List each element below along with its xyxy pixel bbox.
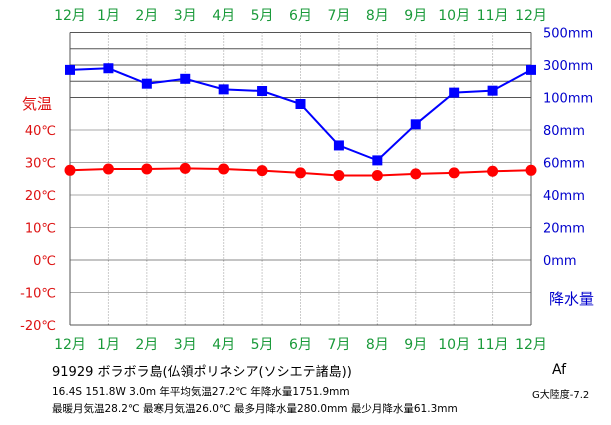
precipitation-point-2 [141,78,152,89]
month-label-bottom-11: 11月 [477,337,509,353]
month-label-top-10: 10月 [438,8,470,24]
temperature-point-6 [295,167,306,179]
month-label-top-5: 5月 [251,8,274,24]
climate-class: Af [552,362,567,378]
month-label-top-7: 7月 [327,8,350,24]
temperature-point-2 [141,163,153,175]
temperature-tick-5: -10℃ [20,287,56,302]
precipitation-point-3 [180,73,191,84]
month-label-bottom-4: 4月 [212,337,235,353]
precipitation-point-4 [218,84,229,95]
month-label-top-2: 2月 [135,8,158,24]
temperature-series [64,162,537,181]
month-label-bottom-3: 3月 [174,337,197,353]
precipitation-tick-0: 500mm [543,27,593,42]
temperature-point-11 [487,165,499,177]
temperature-tick-6: -20℃ [20,319,56,334]
month-label-bottom-5: 5月 [251,337,274,353]
month-label-bottom-6: 6月 [289,337,312,353]
grid [69,32,532,326]
precipitation-axis-label: 降水量 [549,290,594,308]
precipitation-tick-2: 100mm [543,92,593,107]
precipitation-point-8 [372,155,383,166]
temperature-axis-label: 気温 [22,95,52,113]
month-label-bottom-7: 7月 [327,337,350,353]
precipitation-point-12 [526,64,536,75]
precipitation-tick-5: 40mm [543,189,585,204]
month-label-top-9: 9月 [404,8,427,24]
precipitation-point-7 [333,140,344,151]
temperature-tick-4: 0℃ [33,254,56,269]
precipitation-series [65,63,536,166]
temperature-point-4 [218,163,230,175]
month-label-top-0: 12月 [54,8,86,24]
month-label-top-12: 12月 [515,8,547,24]
top-month-labels: 12月 1月 2月 3月 4月 5月 6月 7月 8月 9月 10月 11月 12月 [54,8,547,24]
precipitation-tick-7: 0mm [543,254,577,269]
temperature-point-9 [410,168,422,180]
bottom-month-labels: 12月 1月 2月 3月 4月 5月 6月 7月 8月 9月 10月 11月 12月 [54,337,547,353]
temperature-point-10 [448,167,460,179]
precipitation-point-10 [449,87,460,98]
station-name: 91929 ボラボラ島(仏領ポリネシア(ソシエテ諸島)) [52,365,352,380]
month-label-top-4: 4月 [212,8,235,24]
month-label-bottom-2: 2月 [135,337,158,353]
temperature-point-0 [64,164,76,176]
temperature-tick-2: 20℃ [25,189,56,204]
temperature-point-8 [371,170,383,181]
temperature-tick-labels: 40℃ 30℃ 20℃ 10℃ 0℃ -10℃ -20℃ [20,124,56,334]
month-label-bottom-12: 12月 [515,337,547,353]
month-label-bottom-10: 10月 [438,337,470,353]
month-label-bottom-0: 12月 [54,337,86,353]
precipitation-point-6 [295,99,306,109]
temperature-point-7 [333,170,345,181]
temperature-point-5 [256,165,268,177]
precipitation-tick-3: 80mm [543,124,585,139]
station-summary: 16.4S 151.8W 3.0m 年平均気温27.2℃ 年降水量1751.9m… [52,386,350,398]
month-label-top-1: 1月 [97,8,120,24]
precipitation-tick-labels: 500mm 300mm 100mm 80mm 60mm 40mm 20mm 0mm [543,27,593,270]
temperature-tick-3: 10℃ [25,222,56,237]
temperature-point-12 [525,164,537,176]
month-label-top-6: 6月 [289,8,312,24]
month-label-top-3: 3月 [174,8,197,24]
temperature-point-3 [179,162,191,174]
month-label-bottom-9: 9月 [404,337,427,353]
temperature-point-1 [102,163,114,175]
precipitation-point-5 [257,86,268,96]
precipitation-point-11 [487,85,498,96]
precipitation-point-1 [103,63,114,74]
month-label-top-8: 8月 [366,8,389,24]
precipitation-tick-1: 300mm [543,59,593,74]
precipitation-point-0 [65,64,75,75]
temperature-tick-0: 40℃ [25,124,56,139]
precipitation-point-9 [410,119,421,130]
month-label-bottom-1: 1月 [97,337,120,353]
temperature-tick-1: 30℃ [25,157,56,172]
precipitation-tick-4: 60mm [543,157,585,172]
precipitation-tick-6: 20mm [543,222,585,237]
month-label-bottom-8: 8月 [366,337,389,353]
continentality: G大陸度-7.2 [532,390,590,401]
station-extremes: 最暖月気温28.2℃ 最寒月気温26.0℃ 最多月降水量280.0mm 最少月降… [52,403,458,415]
month-label-top-11: 11月 [477,8,509,24]
